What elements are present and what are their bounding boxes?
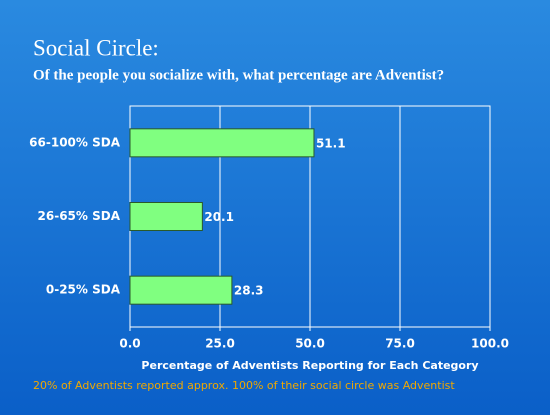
- annotation: 20% of Adventists reported approx. 100% …: [33, 379, 455, 392]
- x-tick-label: 100.0: [471, 337, 509, 351]
- value-label: 51.1: [316, 136, 346, 150]
- x-tick-label: 0.0: [119, 337, 140, 351]
- bar: [129, 202, 203, 231]
- x-tick-label: 25.0: [205, 337, 235, 351]
- bar: [129, 275, 233, 305]
- y-tick-label: 26-65% SDA: [38, 209, 121, 223]
- y-tick-label: 66-100% SDA: [29, 135, 121, 149]
- y-tick-label: 0-25% SDA: [46, 283, 121, 297]
- bar: [129, 128, 315, 158]
- chart-title: Social Circle:: [33, 35, 159, 60]
- value-label: 20.1: [204, 210, 234, 224]
- chart-subtitle: Of the people you socialize with, what p…: [33, 67, 444, 83]
- x-tick-label: 75.0: [385, 337, 415, 351]
- x-tick-label: 50.0: [295, 337, 325, 351]
- x-axis-label: Percentage of Adventists Reporting for E…: [141, 359, 478, 372]
- value-label: 28.3: [234, 284, 264, 298]
